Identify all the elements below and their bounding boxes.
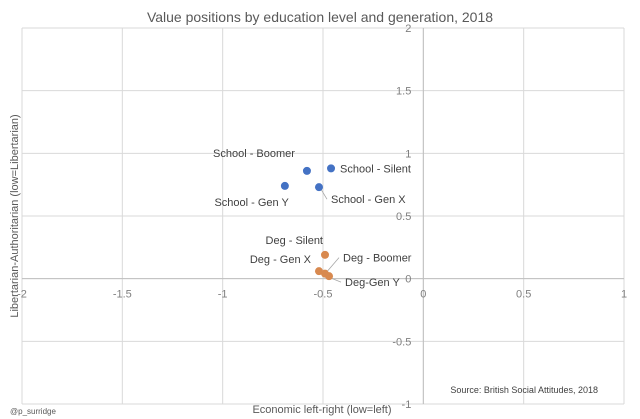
leader-line (330, 277, 342, 283)
data-point (325, 272, 334, 281)
x-tick-label: -1.5 (113, 289, 132, 301)
y-tick-label: 2 (405, 23, 411, 35)
x-tick-labels: -2 -1.5 -1 -0.5 0 0.5 1 (17, 289, 627, 301)
y-axis-label: Libertarian-Authoritarian (low=Libertari… (9, 114, 21, 317)
point-label: Deg - Boomer (343, 253, 412, 265)
y-tick-label: 1 (405, 148, 411, 160)
x-tick-label: -2 (17, 289, 27, 301)
x-tick-label: -1 (218, 289, 228, 301)
leader-line (320, 188, 328, 200)
point-label: School - Silent (340, 163, 411, 175)
x-tick-label: 0 (420, 289, 426, 301)
y-tick-labels: -1 -0.5 0 0.5 1 1.5 2 (392, 23, 411, 411)
data-points (280, 164, 336, 281)
y-tick-label: -0.5 (392, 336, 411, 348)
x-tick-label: 1 (621, 289, 627, 301)
data-point (327, 164, 336, 173)
point-label: Deg-Gen Y (345, 277, 400, 289)
source-note: Source: British Social Attitudes, 2018 (450, 385, 598, 395)
data-point (302, 166, 311, 175)
y-tick-label: 0.5 (396, 211, 411, 223)
y-tick-label: 0 (405, 274, 411, 286)
axes (22, 28, 624, 404)
y-tick-label: -1 (402, 399, 412, 411)
label-leader-lines (320, 188, 342, 283)
point-label: School - Boomer (213, 148, 295, 160)
data-point (314, 267, 323, 276)
x-axis-label: Economic left-right (low=left) (252, 404, 391, 416)
author-credit: @p_surridge (10, 407, 56, 416)
point-label: Deg - Gen X (250, 254, 312, 266)
point-label: School - Gen X (331, 194, 406, 206)
data-point (321, 250, 330, 259)
y-tick-label: 1.5 (396, 86, 411, 98)
chart-title: Value positions by education level and g… (147, 9, 493, 25)
point-label: School - Gen Y (214, 197, 289, 209)
gridlines (21, 27, 625, 405)
data-point (280, 181, 289, 190)
point-labels: School - Boomer School - Silent School - G… (213, 148, 412, 289)
leader-line (326, 257, 340, 272)
data-point (314, 183, 323, 192)
x-tick-label: -0.5 (314, 289, 333, 301)
point-label: Deg - Silent (266, 235, 323, 247)
x-tick-label: 0.5 (516, 289, 531, 301)
